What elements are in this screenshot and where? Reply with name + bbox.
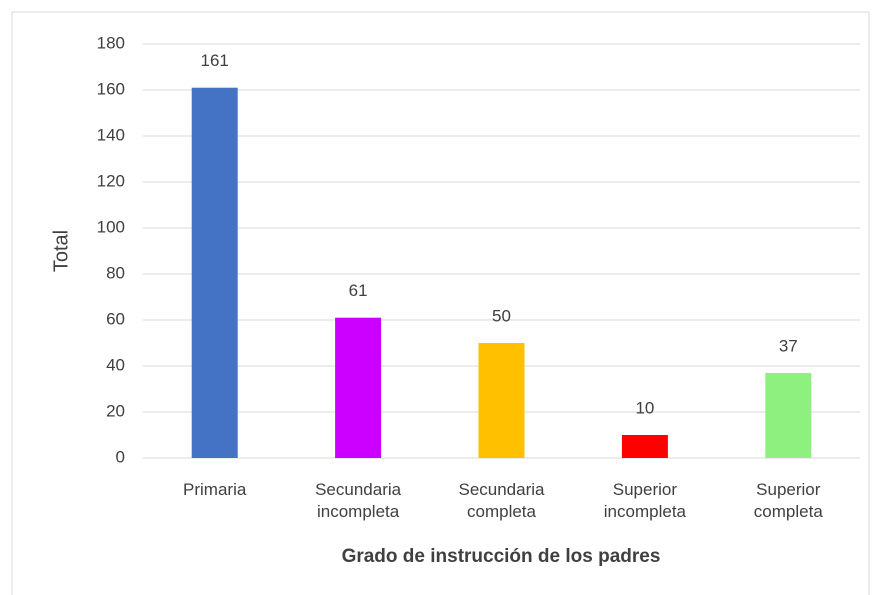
y-tick-label: 40	[106, 355, 125, 374]
y-tick-label: 120	[97, 171, 125, 190]
y-tick-label: 20	[106, 401, 125, 420]
bar	[335, 317, 382, 458]
x-axis-title: Grado de instrucción de los padres	[342, 546, 661, 567]
data-label: 10	[635, 398, 654, 417]
x-tick-label: Secundaria completa	[458, 480, 545, 521]
bar	[478, 343, 525, 458]
y-tick-label: 0	[116, 447, 125, 466]
y-tick-label: 60	[106, 309, 125, 328]
data-label: 61	[349, 281, 368, 300]
y-tick-label: 140	[97, 125, 125, 144]
y-tick-label: 100	[97, 217, 125, 236]
x-tick-label: Superior incompleta	[603, 480, 686, 521]
y-tick-label: 160	[97, 79, 125, 98]
x-tick-label: Secundaria incompleta	[315, 480, 402, 521]
bar	[191, 87, 238, 458]
chart-frame	[11, 11, 870, 595]
data-label: 161	[201, 51, 229, 70]
bar	[621, 435, 668, 458]
x-tick-label: Superior completa	[753, 480, 823, 521]
y-tick-label: 180	[97, 33, 125, 52]
y-axis-title: Total	[50, 230, 72, 272]
data-label: 50	[492, 306, 511, 325]
data-label: 37	[779, 336, 798, 355]
x-tick-label: Primaria	[183, 480, 247, 499]
y-tick-label: 80	[106, 263, 125, 282]
bar	[765, 372, 812, 458]
